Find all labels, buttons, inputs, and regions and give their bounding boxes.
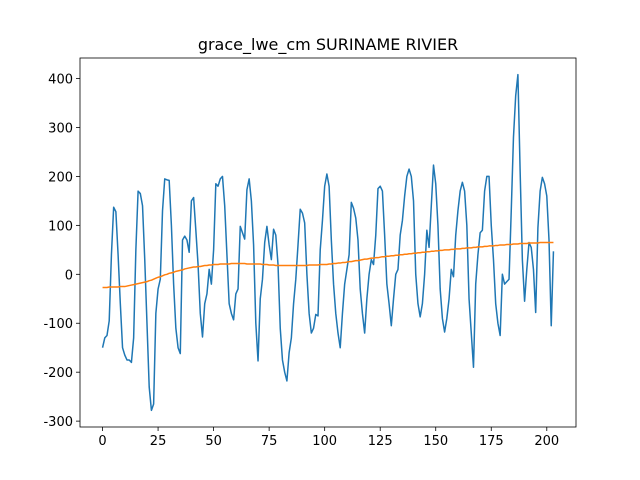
x-tick-label: 75 xyxy=(261,434,278,449)
x-tick-label: 50 xyxy=(205,434,222,449)
chart-title: grace_lwe_cm SURINAME RIVIER xyxy=(198,35,458,55)
y-tick-label: 200 xyxy=(48,170,73,185)
y-tick-label: 100 xyxy=(48,219,73,234)
x-tick-label: 0 xyxy=(98,434,106,449)
y-tick-label: 0 xyxy=(65,268,73,283)
line-series xyxy=(102,241,554,289)
x-tick-label: 100 xyxy=(312,434,337,449)
y-tick-label: -100 xyxy=(43,317,73,332)
y-tick-label: 300 xyxy=(48,121,73,136)
x-tick-label: 125 xyxy=(368,434,393,449)
line-series xyxy=(101,73,555,412)
x-tick-label: 25 xyxy=(150,434,167,449)
y-tick-label: -300 xyxy=(43,415,73,430)
y-tick-label: 400 xyxy=(48,73,73,88)
plot-frame xyxy=(79,57,577,428)
x-tick-label: 200 xyxy=(534,434,559,449)
x-tick-label: 175 xyxy=(479,434,504,449)
y-tick-label: -200 xyxy=(43,366,73,381)
x-tick-label: 150 xyxy=(423,434,448,449)
